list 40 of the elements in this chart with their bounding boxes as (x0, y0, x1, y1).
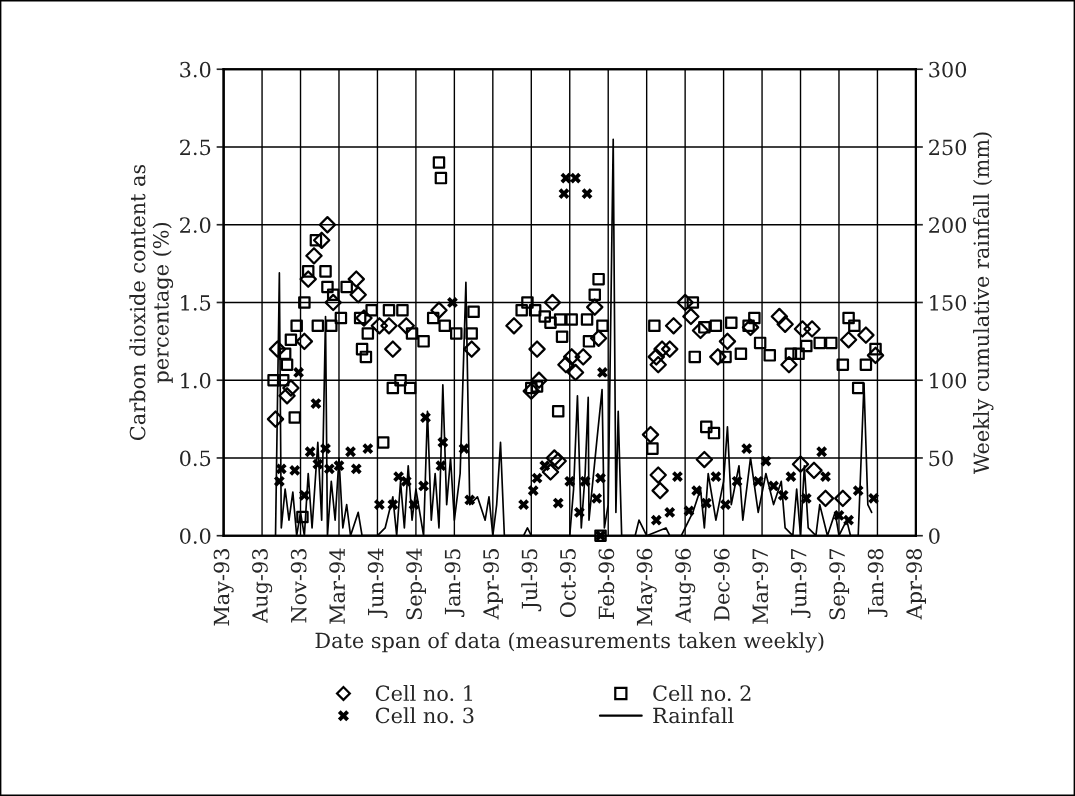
x-tick-label: Aug-96 (675, 548, 696, 623)
x-tick-label: Jun-94 (367, 548, 388, 619)
y-tick-label: 2.5 (180, 139, 211, 156)
y-axis-title: Carbon dioxide content as percentage (%) (129, 164, 174, 440)
y-tick-label: 0.5 (180, 450, 211, 467)
x-tick-label: May-96 (636, 548, 657, 626)
x-tick-label: Jun-97 (790, 549, 811, 619)
y-tick-label: 2.0 (180, 217, 211, 233)
x-tick-label: Jan-95 (444, 549, 465, 618)
y2-axis-title: Weekly cumulative rainfall (mm) (973, 132, 994, 475)
x-tick-label: Feb-96 (598, 548, 615, 619)
legend-label: Cell no. 3 (375, 707, 474, 724)
x-tick-label: Jan-98 (867, 548, 888, 618)
x-tick-label: Apr-95 (483, 549, 503, 620)
y2-tick-label: 100 (930, 372, 967, 389)
y-tick-label: 0.0 (180, 528, 211, 544)
x-tick-label: Aug-93 (252, 549, 273, 623)
y-tick-label: 3.0 (180, 61, 211, 78)
x-tick-label: Jul-95 (521, 549, 542, 612)
y2-tick-label: 50 (929, 450, 953, 467)
x-tick-label: Mar-97 (752, 549, 769, 624)
x-tick-label: Dec-96 (713, 548, 730, 621)
x-axis-title: Date span of data (measurements taken weekly) (315, 632, 824, 653)
y2-tick-label: 0 (929, 528, 940, 544)
legend-label: Cell no. 1 (375, 684, 473, 702)
y2-tick-label: 200 (929, 217, 967, 233)
x-tick-label: May-93 (213, 549, 234, 626)
y2-tick-label: 150 (930, 294, 967, 311)
x-tick-label: Apr-98 (906, 548, 926, 620)
y2-tick-label: 300 (929, 61, 967, 78)
y2-tick-label: 250 (929, 139, 967, 156)
legend-label: Cell no. 2 (653, 684, 751, 702)
legend-label: Rainfall (653, 707, 734, 724)
x-tick-label: Sep-94 (406, 548, 426, 620)
x-tick-label: Mar-94 (329, 548, 346, 624)
y-tick-label: 1.5 (181, 294, 211, 311)
x-tick-label: Nov-93 (290, 549, 307, 623)
y-tick-label: 1.0 (181, 372, 211, 389)
x-tick-label: Sep-97 (829, 549, 850, 620)
x-tick-label: Oct-95 (560, 549, 576, 618)
